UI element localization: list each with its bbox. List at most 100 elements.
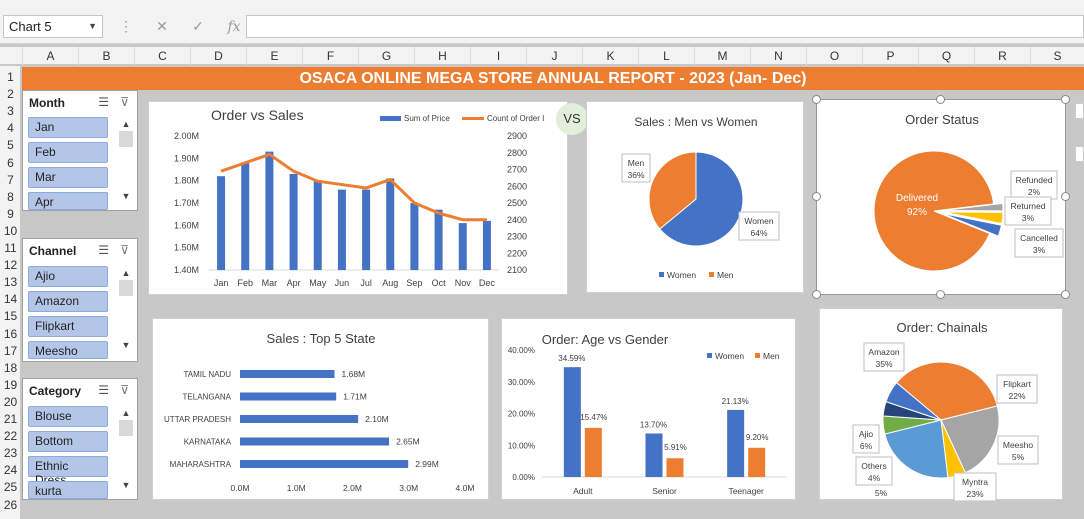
row-header[interactable]: 18 [3,360,18,375]
slicer-item[interactable]: Apr [28,192,108,210]
row-header[interactable]: 8 [7,189,14,204]
chart-order-status[interactable]: Order Status Delivered 92% Refunded 2% Return… [816,99,1066,295]
chart-order-vs-sales[interactable]: Order vs Sales Sum of Price Count of Order… [148,101,568,295]
scroll-up-icon[interactable]: ▲ [121,119,131,129]
name-box[interactable]: Chart 5 ▼ [3,15,103,38]
slicer-category[interactable]: Category ☰ ⊽ Blouse Bottom Ethnic Dress … [22,378,138,500]
resize-handle[interactable] [812,192,821,201]
column-header[interactable]: F [302,47,358,65]
resize-handle[interactable] [936,290,945,299]
row-header[interactable]: 7 [7,172,14,187]
row-header[interactable]: 26 [3,497,18,512]
column-header[interactable]: O [806,47,862,65]
chart-styles-button[interactable] [1075,146,1084,162]
row-header[interactable]: 9 [7,206,14,221]
chart-chainals[interactable]: Order: Chainals Amazon 35% Flipkart 22% Meesh… [819,308,1063,501]
slicer-item[interactable]: Jan [28,117,108,138]
slicer-channel[interactable]: Channel ☰ ⊽ Ajio Amazon Flipkart Meesho … [22,238,138,362]
scroll-thumb[interactable] [119,420,133,436]
resize-handle[interactable] [1061,95,1070,104]
row-header[interactable]: 16 [3,326,18,341]
row-header[interactable]: 22 [3,429,18,444]
multi-select-icon[interactable]: ☰ [98,95,109,109]
multi-select-icon[interactable]: ☰ [98,383,109,397]
scrollbar[interactable]: ▲ ▼ [119,408,133,490]
scroll-down-icon[interactable]: ▼ [121,191,131,201]
chart-men-vs-women[interactable]: Sales : Men vs Women Men 36% Women 64% Women M… [586,101,804,293]
clear-filter-icon[interactable]: ⊽ [120,243,129,257]
column-header[interactable]: G [358,47,414,65]
row-header[interactable]: 10 [3,223,18,238]
scroll-thumb[interactable] [119,131,133,147]
row-header[interactable]: 19 [3,377,18,392]
column-header[interactable]: S [1030,47,1084,65]
resize-handle[interactable] [812,95,821,104]
slicer-item[interactable]: Flipkart [28,316,108,337]
column-header[interactable]: E [246,47,302,65]
column-header[interactable]: J [526,47,582,65]
slicer-item[interactable]: Ethnic Dress [28,456,108,487]
scroll-thumb[interactable] [119,280,133,296]
function-icon[interactable]: fx [227,18,241,35]
scrollbar[interactable]: ▲ ▼ [119,268,133,350]
row-header[interactable]: 1 [7,70,14,84]
scroll-down-icon[interactable]: ▼ [121,480,131,490]
slicer-item[interactable]: Mar [28,167,108,188]
column-header[interactable]: P [862,47,918,65]
column-header[interactable]: C [134,47,190,65]
clear-filter-icon[interactable]: ⊽ [120,95,129,109]
slicer-month[interactable]: Month ☰ ⊽ Jan Feb Mar Apr ▲ ▼ [22,90,138,211]
slicer-item[interactable]: Blouse [28,406,108,427]
row-header[interactable]: 2 [7,87,14,102]
column-header[interactable]: K [582,47,638,65]
column-header[interactable]: D [190,47,246,65]
check-icon[interactable]: ✓ [192,18,204,34]
resize-handle[interactable] [1061,192,1070,201]
row-header[interactable]: 15 [3,309,18,324]
scroll-down-icon[interactable]: ▼ [121,340,131,350]
row-header[interactable]: 25 [3,480,18,495]
resize-handle[interactable] [1061,290,1070,299]
scrollbar[interactable]: ▲ ▼ [119,119,133,201]
column-header[interactable]: I [470,47,526,65]
resize-handle[interactable] [936,95,945,104]
slicer-item[interactable]: Ajio [28,266,108,287]
column-header[interactable]: M [694,47,750,65]
scroll-up-icon[interactable]: ▲ [121,268,131,278]
row-header[interactable]: 17 [3,343,18,358]
column-header[interactable]: A [22,47,78,65]
slicer-item[interactable]: Feb [28,142,108,163]
resize-handle[interactable] [812,290,821,299]
scroll-up-icon[interactable]: ▲ [121,408,131,418]
chart-top5-state[interactable]: Sales : Top 5 State TAMIL NADU 1.68M TELANG… [152,318,489,500]
row-header[interactable]: 6 [7,155,14,170]
column-header[interactable]: Q [918,47,974,65]
multi-select-icon[interactable]: ☰ [98,243,109,257]
row-header[interactable]: 12 [3,258,18,273]
slicer-item[interactable]: kurta [28,481,108,499]
formula-input[interactable] [246,15,1084,38]
row-header[interactable]: 5 [7,138,14,153]
column-header[interactable]: H [414,47,470,65]
row-header[interactable]: 13 [3,275,18,290]
chart-elements-button[interactable] [1075,103,1084,119]
column-header[interactable]: L [638,47,694,65]
row-header[interactable]: 20 [3,394,18,409]
row-header[interactable]: 23 [3,446,18,461]
chart-age-vs-gender[interactable]: Order: Age vs Gender Women Men 40.00% 30.00%… [501,318,796,500]
row-header[interactable]: 24 [3,463,18,478]
slicer-item[interactable]: Amazon [28,291,108,312]
cancel-icon[interactable]: ✕ [156,18,168,34]
column-header[interactable]: B [78,47,134,65]
column-header[interactable]: N [750,47,806,65]
chevron-down-icon[interactable]: ▼ [88,21,97,31]
clear-filter-icon[interactable]: ⊽ [120,383,129,397]
row-header[interactable]: 3 [7,104,14,119]
slicer-item[interactable]: Bottom [28,431,108,452]
row-header[interactable]: 14 [3,292,18,307]
column-header[interactable]: R [974,47,1030,65]
row-header[interactable]: 11 [4,241,17,255]
row-header[interactable]: 4 [7,121,14,136]
slicer-item[interactable]: Meesho [28,341,108,359]
row-header[interactable]: 21 [3,412,18,426]
